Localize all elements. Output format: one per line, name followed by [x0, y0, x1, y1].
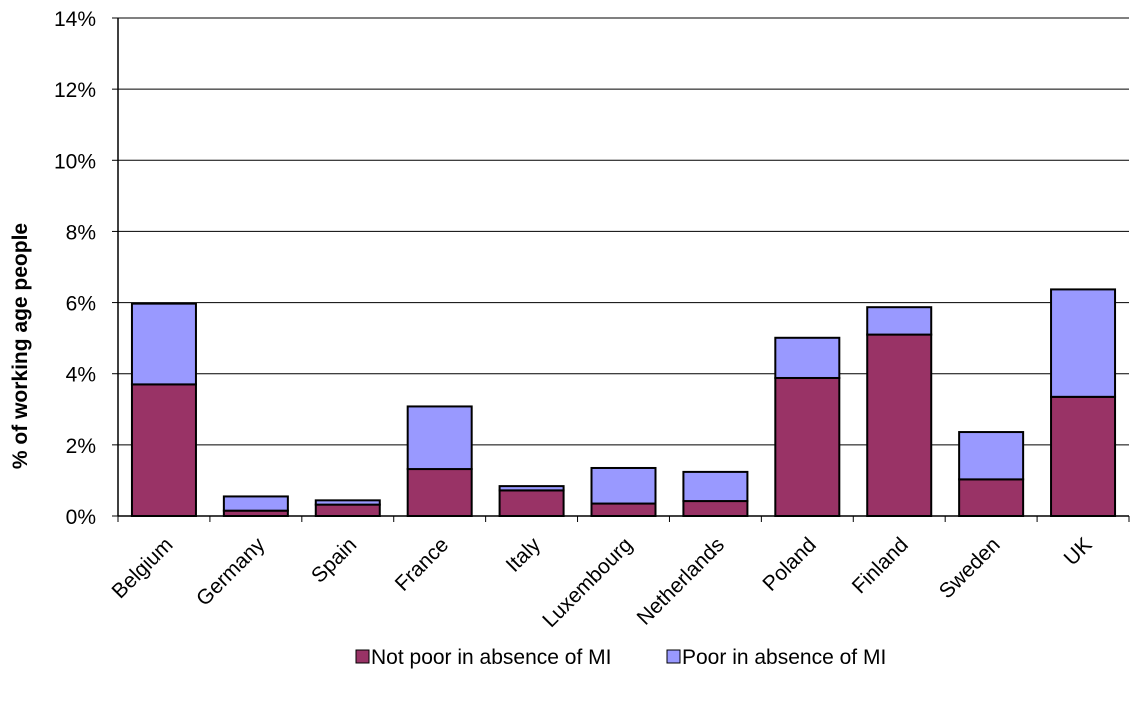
bar-segment: [958, 478, 1025, 517]
legend-label-not-poor: Not poor in absence of MI: [371, 646, 611, 669]
bar-segment: [314, 503, 381, 518]
bar-segment: [406, 468, 473, 517]
x-tick-label: Netherlands: [633, 533, 729, 629]
x-tick-label: Italy: [502, 533, 546, 577]
y-tick-label: 0%: [66, 506, 96, 529]
x-tick-label: Belgium: [108, 533, 178, 603]
bar-segment: [866, 333, 933, 518]
bar-segment: [958, 431, 1025, 481]
bars: [130, 288, 1117, 518]
bar-segment: [590, 502, 657, 517]
y-tick-labels: 0% 2% 4% 6% 8% 10% 12% 14%: [54, 8, 96, 529]
legend-swatch-not-poor: [355, 649, 370, 664]
bar-segment: [314, 499, 381, 506]
bar-segment: [406, 405, 473, 471]
bar-segment: [866, 306, 933, 336]
gridlines: [118, 17, 1129, 446]
y-tick-label: 12%: [54, 79, 96, 102]
axes: [112, 17, 1130, 522]
x-tick-label: France: [391, 533, 453, 595]
x-tick-labels: Belgium Germany Spain France ItalyLuxembourg…: [108, 533, 1097, 632]
x-tick-label: Sweden: [935, 533, 1005, 603]
y-tick-label: 2%: [66, 435, 96, 458]
bar-segment: [774, 376, 841, 517]
x-tick-label: Germany: [192, 533, 270, 611]
legend-label-poor: Poor in absence of MI: [682, 646, 886, 669]
bar-segment: [1050, 288, 1117, 398]
bar-segment: [222, 495, 289, 512]
bar-segment: [682, 500, 749, 517]
y-tick-label: 10%: [54, 150, 96, 173]
bar-segment: [1050, 395, 1117, 518]
bar-segment: [130, 383, 197, 517]
x-tick-label: Spain: [307, 533, 361, 587]
x-tick-label: UK: [1060, 533, 1097, 570]
x-tick-label: Finland: [848, 533, 913, 598]
y-tick-label: 8%: [66, 221, 96, 244]
y-tick-label: 14%: [54, 8, 96, 31]
y-tick-label: 6%: [66, 293, 96, 316]
bar-segment: [498, 485, 565, 492]
bar-segment: [130, 302, 197, 386]
bar-segment: [498, 489, 565, 518]
bar-segment: [590, 466, 657, 505]
legend: Not poor in absence of MI Poor in absenc…: [355, 646, 886, 669]
bar-segment: [682, 470, 749, 503]
x-tick-label: Poland: [758, 533, 821, 596]
y-axis-title: % of working age people: [9, 223, 32, 469]
bar-segment: [774, 336, 841, 379]
y-tick-label: 4%: [66, 364, 96, 387]
x-tick-label: Luxembourg: [538, 533, 637, 632]
legend-swatch-poor: [666, 649, 681, 664]
